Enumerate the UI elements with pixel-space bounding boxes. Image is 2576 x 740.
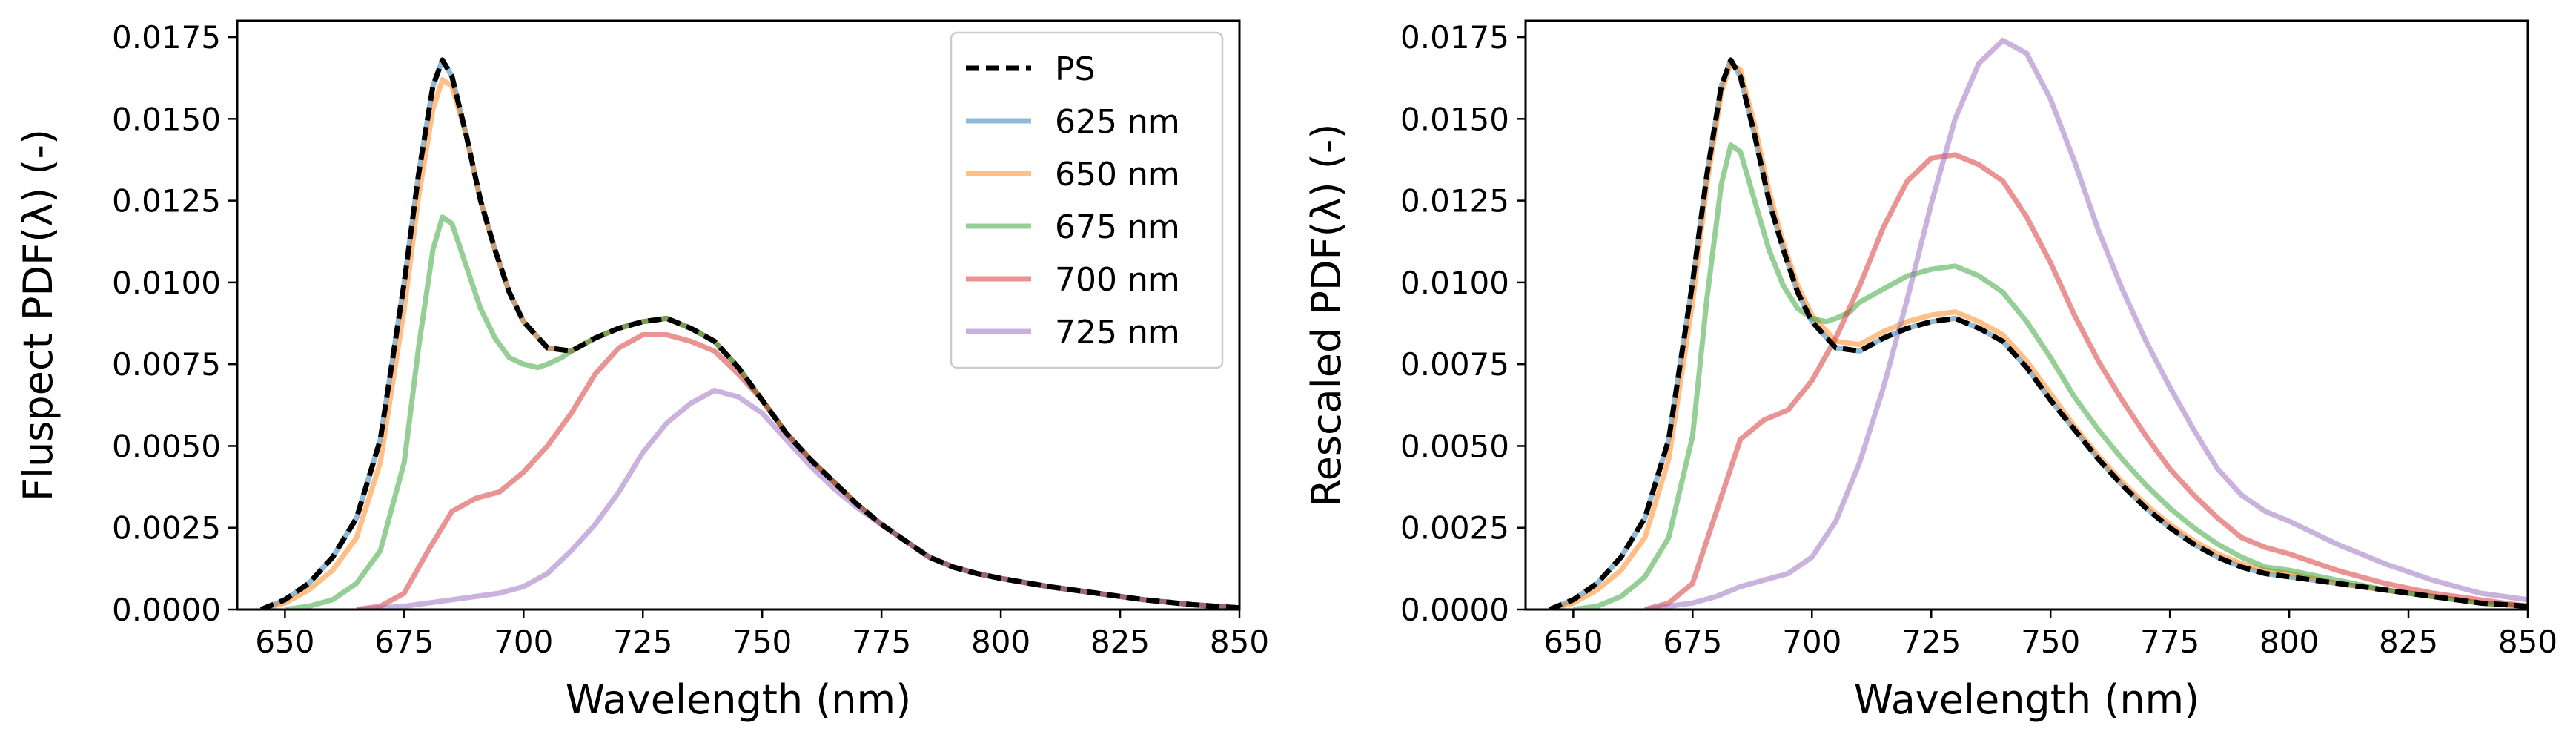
x-tick-label: 650	[255, 624, 314, 660]
legend-label: 675 nm	[1055, 208, 1180, 246]
x-axis-label: Wavelength (nm)	[566, 676, 911, 723]
x-tick-label: 650	[1543, 624, 1603, 660]
legend-box	[950, 31, 1224, 369]
y-tick-label: 0.0125	[112, 183, 221, 219]
x-tick-label: 700	[494, 624, 553, 660]
plot-frame	[1524, 19, 2529, 611]
y-axis-label: Fluspect PDF(λ) (-)	[15, 129, 62, 501]
series-line-ps	[259, 57, 1239, 609]
x-tick-label: 775	[2140, 624, 2199, 660]
series-line-650-nm	[1549, 60, 2528, 609]
y-tick-label: 0.0000	[112, 592, 221, 628]
x-tick-label: 850	[2498, 624, 2557, 660]
x-tick-label: 800	[2259, 624, 2319, 660]
legend-label: 725 nm	[1055, 314, 1180, 351]
x-tick-label: 825	[2379, 624, 2438, 660]
y-tick-label: 0.0025	[1400, 510, 1509, 546]
y-axis-label: Rescaled PDF(λ) (-)	[1303, 124, 1350, 507]
y-tick-label: 0.0050	[1400, 428, 1509, 464]
y-tick-label: 0.0000	[1400, 592, 1509, 628]
legend-label: PS	[1055, 50, 1095, 88]
series-line-ps	[1548, 57, 2528, 609]
x-tick-label: 675	[374, 624, 434, 660]
x-tick-label: 750	[732, 624, 792, 660]
series-group	[259, 57, 1239, 609]
x-tick-label: 725	[1901, 624, 1961, 660]
y-tick-label: 0.0100	[112, 265, 221, 301]
left-chart-panel: 650 675 700 725 750 775 800 825 850 0.0000 0.0025 0…	[15, 19, 1269, 723]
legend-label: 700 nm	[1055, 261, 1180, 299]
series-line-700-nm	[356, 332, 1239, 609]
legend: PS 625 nm 650 nm 675 nm 700 nm 725 nm	[950, 31, 1224, 369]
x-tick-label: 750	[2021, 624, 2080, 660]
x-tick-label: 675	[1663, 624, 1722, 660]
series-line-725-nm	[1644, 38, 2528, 609]
series-line-675-nm	[1572, 142, 2528, 609]
y-tick-label: 0.0150	[112, 101, 221, 137]
y-tick-label: 0.0125	[1400, 183, 1509, 219]
x-tick-label: 800	[971, 624, 1030, 660]
right-chart-panel: 650 675 700 725 750 775 800 825 850 0.0000 0.0025 0…	[1303, 19, 2557, 723]
x-tick-label: 775	[852, 624, 911, 660]
plot-frame	[236, 19, 1241, 611]
series-line-725-nm	[356, 388, 1239, 609]
y-tick-label: 0.0175	[1400, 19, 1509, 56]
y-tick-label: 0.0075	[1400, 346, 1509, 383]
x-tick-label: 850	[1210, 624, 1269, 660]
y-tick-label: 0.0150	[1400, 101, 1509, 137]
y-tick-label: 0.0175	[112, 19, 221, 56]
x-tick-label: 700	[1782, 624, 1841, 660]
legend-label: 625 nm	[1055, 103, 1180, 141]
y-tick-label: 0.0025	[112, 510, 221, 546]
y-tick-label: 0.0050	[112, 428, 221, 464]
x-tick-label: 825	[1090, 624, 1150, 660]
y-tick-label: 0.0075	[112, 346, 221, 383]
series-group	[1548, 38, 2528, 609]
series-line-625-nm	[1548, 57, 2528, 609]
legend-label: 650 nm	[1055, 156, 1180, 194]
x-axis-label: Wavelength (nm)	[1854, 676, 2199, 723]
y-tick-label: 0.0100	[1400, 265, 1509, 301]
x-tick-label: 725	[613, 624, 672, 660]
series-line-700-nm	[1644, 152, 2528, 609]
